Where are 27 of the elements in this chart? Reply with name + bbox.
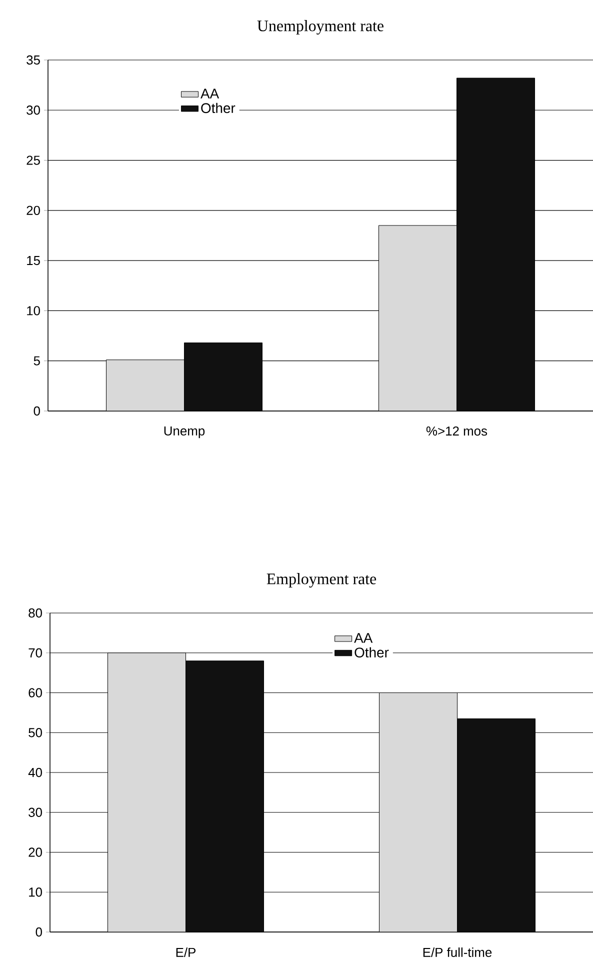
y-tick-label: 5 bbox=[34, 356, 40, 366]
y-tick-label: 30 bbox=[26, 106, 40, 115]
x-tick-label: E/P bbox=[176, 947, 196, 957]
chart-title: Unemployment rate bbox=[257, 20, 384, 35]
legend-label: Other bbox=[201, 102, 236, 114]
y-tick-label: 50 bbox=[28, 728, 42, 738]
y-tick-label: 0 bbox=[34, 406, 40, 416]
legend-label: AA bbox=[354, 633, 373, 643]
y-tick-label: 40 bbox=[28, 768, 42, 778]
y-tick-label: 20 bbox=[28, 848, 42, 857]
y-tick-label: 0 bbox=[36, 927, 42, 937]
legend-label: Other bbox=[354, 647, 389, 658]
x-tick-label: E/P full-time bbox=[423, 947, 492, 957]
y-tick-label: 20 bbox=[26, 206, 40, 216]
chart-title: Employment rate bbox=[266, 573, 376, 588]
y-tick-label: 25 bbox=[26, 156, 40, 165]
y-tick-label: 80 bbox=[28, 608, 42, 618]
x-tick-label: %>12 mos bbox=[426, 426, 488, 436]
y-tick-label: 70 bbox=[28, 648, 42, 658]
y-tick-label: 15 bbox=[27, 256, 40, 266]
legend-label: AA bbox=[200, 88, 220, 98]
x-tick-label: Unemp bbox=[164, 426, 205, 438]
y-tick-label: 30 bbox=[28, 808, 42, 817]
y-tick-label: 10 bbox=[29, 888, 42, 897]
y-tick-label: 35 bbox=[26, 55, 40, 65]
y-tick-label: 60 bbox=[28, 688, 42, 698]
y-tick-label: 10 bbox=[27, 306, 40, 316]
